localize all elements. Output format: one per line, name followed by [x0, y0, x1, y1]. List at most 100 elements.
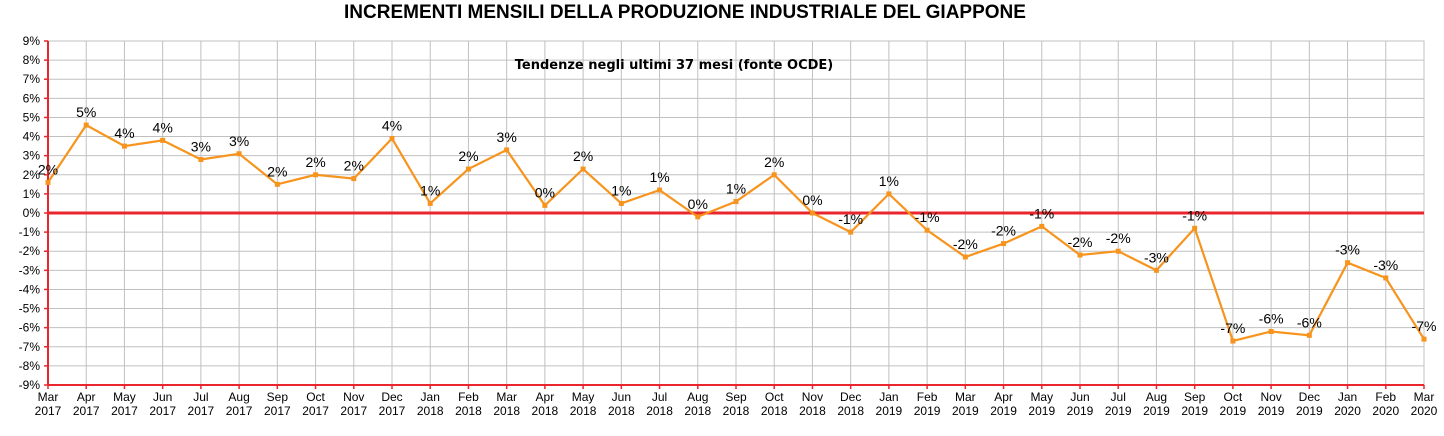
- data-label: 1%: [611, 182, 631, 198]
- x-tick-label-year: 2018: [608, 404, 635, 418]
- data-point: [809, 210, 815, 216]
- x-tick-label-year: 2017: [35, 404, 62, 418]
- y-tick-label: -5%: [19, 302, 41, 316]
- x-tick-label-year: 2019: [876, 404, 903, 418]
- y-tick-label: 0%: [23, 206, 41, 220]
- x-tick-label-month: Dec: [381, 390, 402, 404]
- data-point: [542, 202, 548, 208]
- x-tick-label-year: 2018: [723, 404, 750, 418]
- data-label: -1%: [1182, 207, 1207, 223]
- x-tick-label-month: Oct: [1224, 390, 1243, 404]
- x-tick-label-month: Apr: [536, 390, 555, 404]
- data-label: 3%: [497, 129, 517, 145]
- data-label: 1%: [726, 181, 746, 197]
- data-label: -7%: [1412, 318, 1437, 334]
- data-label: 4%: [153, 119, 173, 135]
- x-tick-label-year: 2018: [646, 404, 673, 418]
- x-tick-label-year: 2019: [1105, 404, 1132, 418]
- data-label: -3%: [1335, 242, 1360, 258]
- x-tick-label-month: Sep: [1184, 390, 1206, 404]
- y-tick-label: -1%: [19, 225, 41, 239]
- data-point: [236, 151, 242, 157]
- x-tick-label-month: May: [572, 390, 595, 404]
- data-point: [83, 122, 89, 128]
- data-label: 1%: [420, 182, 440, 198]
- data-point: [1115, 248, 1121, 254]
- data-point: [389, 135, 395, 141]
- x-tick-label-year: 2017: [188, 404, 215, 418]
- data-point: [427, 200, 433, 206]
- x-tick-label-month: Apr: [994, 390, 1013, 404]
- x-tick-label-month: Oct: [765, 390, 784, 404]
- x-tick-label-year: 2017: [111, 404, 138, 418]
- data-label: -1%: [838, 211, 863, 227]
- x-tick-label-year: 2017: [302, 404, 329, 418]
- x-tick-label-year: 2017: [340, 404, 367, 418]
- y-tick-label: 7%: [23, 72, 41, 86]
- y-tick-label: -9%: [19, 378, 41, 392]
- data-point: [1153, 267, 1159, 273]
- data-label: -3%: [1144, 249, 1169, 265]
- y-tick-label: 6%: [23, 91, 41, 105]
- x-tick-label-year: 2019: [990, 404, 1017, 418]
- x-tick-label-year: 2019: [914, 404, 941, 418]
- y-tick-label: 3%: [23, 149, 41, 163]
- data-label: -2%: [953, 236, 978, 252]
- data-point: [618, 200, 624, 206]
- series-line-layer: [45, 122, 1427, 344]
- y-tick-label: -2%: [19, 244, 41, 258]
- x-tick-label-year: 2019: [1028, 404, 1055, 418]
- chart-subtitle: Tendenze negli ultimi 37 mesi (fonte OCD…: [515, 58, 833, 73]
- x-tick-label-month: Nov: [802, 390, 823, 404]
- data-label: -1%: [915, 209, 940, 225]
- x-tick-label-year: 2020: [1411, 404, 1438, 418]
- x-tick-label-year: 2018: [684, 404, 711, 418]
- data-label: 1%: [879, 173, 899, 189]
- y-tick-label: -3%: [19, 263, 41, 277]
- x-tick-label-month: Sep: [267, 390, 289, 404]
- axes: -9%-8%-7%-6%-5%-4%-3%-2%-1%0%1%2%3%4%5%6…: [19, 34, 1438, 418]
- x-tick-label-month: Feb: [1375, 390, 1396, 404]
- data-label: 0%: [688, 196, 708, 212]
- data-label: 2%: [305, 154, 325, 170]
- y-tick-label: -8%: [19, 359, 41, 373]
- data-point: [848, 229, 854, 235]
- data-point: [1421, 336, 1427, 342]
- x-tick-label-year: 2018: [837, 404, 864, 418]
- data-point: [886, 191, 892, 197]
- data-label: 2%: [458, 148, 478, 164]
- x-tick-label-year: 2018: [417, 404, 444, 418]
- y-tick-label: 1%: [23, 187, 41, 201]
- x-tick-label-year: 2020: [1334, 404, 1361, 418]
- x-tick-label-month: Mar: [955, 390, 976, 404]
- data-point: [962, 254, 968, 260]
- x-tick-label-month: Jul: [1111, 390, 1126, 404]
- x-tick-label-month: Jun: [153, 390, 172, 404]
- data-point: [274, 181, 280, 187]
- data-label: -2%: [1106, 230, 1131, 246]
- data-point: [771, 172, 777, 178]
- data-label: 5%: [76, 104, 96, 120]
- data-point: [1230, 338, 1236, 344]
- data-point: [313, 172, 319, 178]
- data-point: [121, 143, 127, 149]
- x-tick-label-year: 2017: [73, 404, 100, 418]
- data-label: 2%: [267, 163, 287, 179]
- data-label: -6%: [1259, 310, 1284, 326]
- data-label: -6%: [1297, 314, 1322, 330]
- x-tick-label-year: 2020: [1372, 404, 1399, 418]
- x-tick-label-month: Aug: [228, 390, 249, 404]
- data-label: 2%: [764, 154, 784, 170]
- data-label: 3%: [191, 138, 211, 154]
- x-tick-label-month: Dec: [1299, 390, 1320, 404]
- x-tick-label-month: Jun: [612, 390, 631, 404]
- x-tick-label-year: 2018: [493, 404, 520, 418]
- x-tick-label-month: Jan: [421, 390, 440, 404]
- y-tick-label: 9%: [23, 34, 41, 48]
- y-tick-label: 2%: [23, 168, 41, 182]
- x-tick-label-year: 2018: [570, 404, 597, 418]
- x-tick-label-year: 2019: [1143, 404, 1170, 418]
- y-tick-label: 8%: [23, 53, 41, 67]
- data-point: [657, 187, 663, 193]
